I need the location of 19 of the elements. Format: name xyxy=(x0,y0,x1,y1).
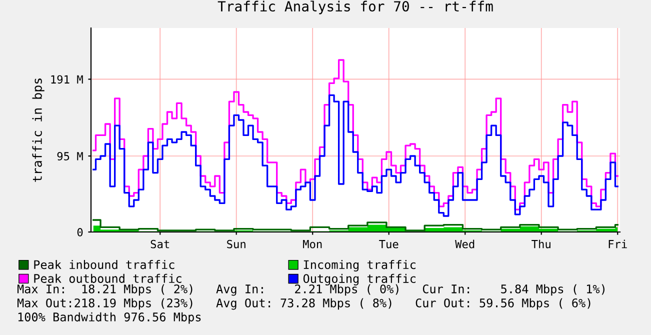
x-tick-label: Tue xyxy=(379,240,398,248)
chart-title: Traffic Analysis for 70 -- rt-ffm xyxy=(218,0,493,14)
legend-label: Outgoing traffic xyxy=(303,274,416,286)
text: Max Out:218.19 Mbps (23%) Avg Out: 73.28 Mbps ( 8%) Cur Out: 59.56 Mbps ( 6%) xyxy=(17,298,590,310)
y-tick-label: 191 M xyxy=(51,75,83,84)
y-tick-label: 0 xyxy=(77,228,83,236)
legend-label: Incoming traffic xyxy=(304,260,416,272)
y-tick-label: 95 M xyxy=(57,152,83,160)
text: Max In: 18.21 Mbps ( 2%) Avg In: 2.21 Mbps ( 0%) Cur In: 5.84 Mbps ( 1%) xyxy=(17,284,604,296)
x-tick-label: Sun xyxy=(227,240,246,248)
x-tick-label: Thu xyxy=(532,240,550,248)
x-tick-label: Sat xyxy=(150,240,170,248)
x-tick-label: Fri xyxy=(608,240,627,248)
legend-label: Peak outbound traffic xyxy=(34,274,182,283)
x-tick-label: Wed xyxy=(455,240,474,248)
legend-label: Peak inbound traffic xyxy=(34,260,174,270)
y-axis-title: traffic in bps xyxy=(32,78,44,182)
x-tick-label: Mon xyxy=(303,240,322,248)
text: 100% Bandwidth 976.56 Mbps xyxy=(18,312,201,324)
